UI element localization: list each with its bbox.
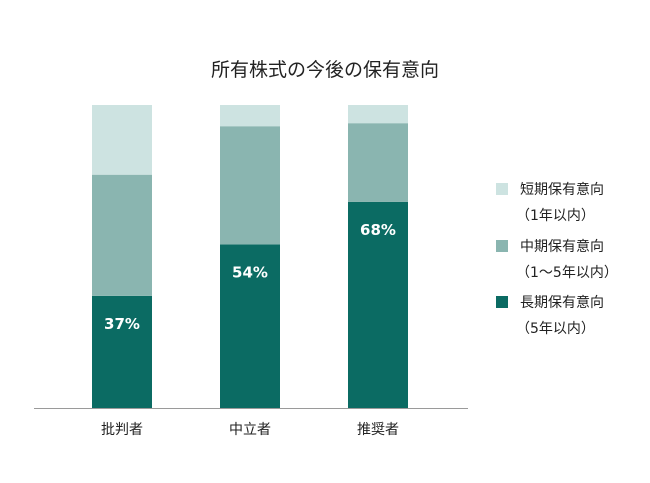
bar-segment — [92, 174, 152, 296]
legend-sublabel: （1～5年以内） — [516, 265, 618, 281]
category-label: 批判者 — [101, 422, 143, 438]
legend-item: 中期保有意向 （1～5年以内） — [496, 238, 618, 281]
legend: 短期保有意向 （1年以内） 中期保有意向 （1～5年以内） 長期保有意向 （5年以内） — [496, 181, 618, 337]
legend-item: 長期保有意向 （5年以内） — [496, 294, 604, 337]
bar-segment — [220, 244, 280, 408]
bar-segment — [348, 201, 408, 408]
legend-swatch — [496, 183, 508, 195]
legend-sublabel: （5年以内） — [516, 321, 595, 337]
legend-label: 中期保有意向 — [520, 238, 604, 255]
bar-segment — [220, 126, 280, 245]
legend-item: 短期保有意向 （1年以内） — [496, 181, 604, 224]
data-label: 37% — [104, 315, 140, 333]
data-label: 68% — [360, 221, 396, 239]
legend-sublabel: （1年以内） — [516, 208, 595, 224]
legend-swatch — [496, 296, 508, 308]
legend-swatch — [496, 240, 508, 252]
category-label: 中立者 — [229, 422, 271, 438]
bar-segment — [220, 105, 280, 127]
data-labels-group: 37% 54% 68% — [104, 221, 396, 333]
category-label: 推奨者 — [357, 422, 399, 438]
bar-segment — [348, 105, 408, 124]
bar-segment — [348, 123, 408, 202]
bars-group — [92, 105, 408, 408]
legend-label: 長期保有意向 — [520, 294, 604, 311]
legend-label: 短期保有意向 — [520, 181, 604, 198]
bar-segment — [92, 295, 152, 408]
bar-segment — [92, 105, 152, 175]
data-label: 54% — [232, 263, 268, 281]
category-labels-group: 批判者 中立者 推奨者 — [101, 422, 399, 438]
chart-title: 所有株式の今後の保有意向 — [211, 59, 439, 81]
